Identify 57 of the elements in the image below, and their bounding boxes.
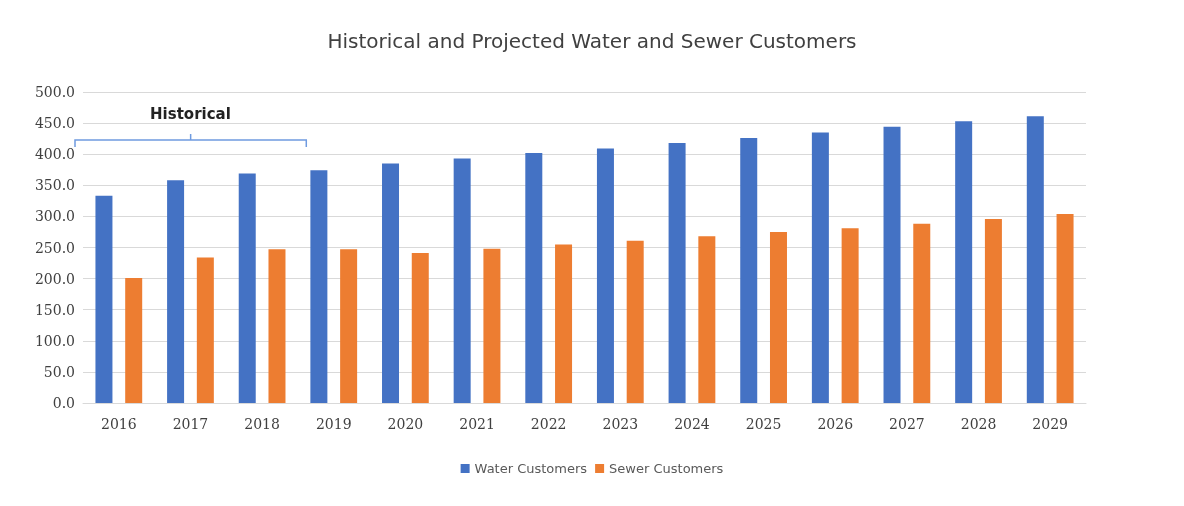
bar <box>555 244 573 403</box>
bar <box>913 223 931 403</box>
bar <box>238 173 256 403</box>
y-tick-label: 300.0 <box>34 208 75 225</box>
bar <box>698 236 716 403</box>
x-tick-label: 2023 <box>602 416 639 432</box>
bar <box>453 158 471 403</box>
y-tick-label: 400.0 <box>34 146 75 163</box>
bar <box>382 163 400 403</box>
x-tick-label: 2019 <box>315 416 352 432</box>
x-tick-label: 2022 <box>530 416 567 432</box>
x-tick-label: 2029 <box>1032 416 1068 432</box>
x-tick-label: 2027 <box>889 416 925 432</box>
x-tick-label: 2024 <box>674 416 710 432</box>
x-tick-label: 2025 <box>745 416 782 432</box>
y-tick-label: 0.0 <box>52 395 75 411</box>
bar <box>167 180 185 403</box>
bar <box>411 253 429 403</box>
bar <box>1056 213 1074 403</box>
bar <box>95 195 113 403</box>
x-tick-label: 2017 <box>172 416 209 432</box>
x-tick-label: 2018 <box>244 416 280 432</box>
bar <box>984 218 1002 403</box>
bar <box>596 148 614 403</box>
y-tick-label: 250.0 <box>34 239 75 256</box>
x-tick-label: 2020 <box>387 416 424 432</box>
chart-title: Historical and Projected Water and Sewer Customers <box>327 29 857 53</box>
bar <box>811 132 829 403</box>
legend-label: Water Customers <box>474 461 588 476</box>
y-tick-label: 350.0 <box>34 177 75 194</box>
bar <box>125 277 143 403</box>
bar <box>310 170 328 403</box>
bar <box>626 240 644 403</box>
bar <box>1026 116 1044 403</box>
x-tick-label: 2021 <box>459 416 495 432</box>
bar <box>340 249 358 403</box>
y-tick-label: 450.0 <box>34 115 75 132</box>
bar <box>841 228 859 403</box>
x-tick-label: 2028 <box>960 416 997 432</box>
bar <box>483 248 501 403</box>
y-tick-label: 500.0 <box>34 84 75 100</box>
bar <box>769 231 787 403</box>
x-tick-label: 2026 <box>817 416 854 432</box>
legend-label: Sewer Customers <box>609 461 724 476</box>
y-tick-label: 150.0 <box>34 301 75 318</box>
y-tick-label: 100.0 <box>34 332 75 349</box>
y-tick-label: 200.0 <box>34 270 75 287</box>
bar <box>525 152 543 403</box>
bar <box>196 257 214 403</box>
annotation: Historical <box>149 105 232 123</box>
bar <box>740 138 758 403</box>
bar <box>955 121 973 403</box>
x-tick-label: 2016 <box>101 416 137 432</box>
bar <box>668 143 686 403</box>
y-tick-label: 50.0 <box>43 363 75 380</box>
bar <box>883 126 901 403</box>
bar <box>268 249 286 403</box>
